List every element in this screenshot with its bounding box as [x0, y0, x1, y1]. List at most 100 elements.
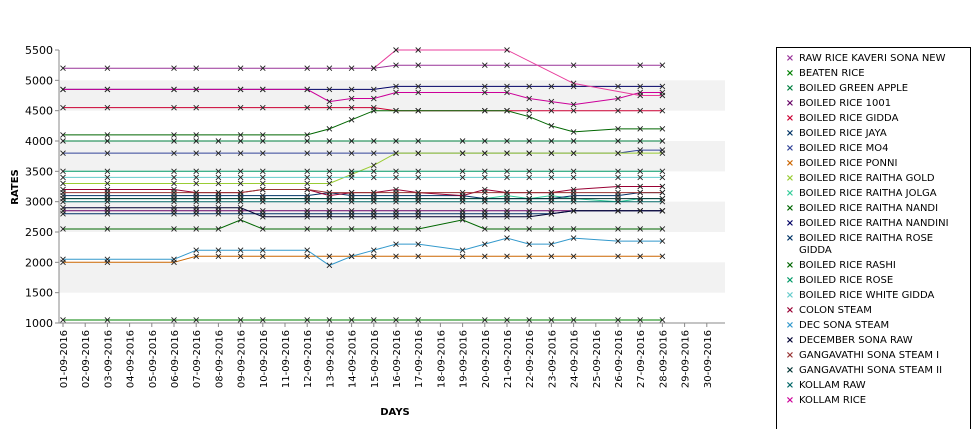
legend-marker-icon: ×	[785, 290, 795, 301]
data-point	[548, 174, 555, 181]
legend-item: × BOILED RICE GIDDA	[777, 112, 970, 127]
data-point	[259, 86, 266, 93]
data-point	[548, 189, 555, 196]
data-point	[370, 95, 377, 102]
x-tick-label: 26-09-2016	[614, 330, 625, 388]
data-point	[481, 138, 488, 144]
data-point	[237, 317, 244, 323]
data-point	[348, 168, 355, 175]
legend-marker-icon: ×	[785, 380, 795, 391]
data-point	[171, 317, 177, 323]
data-point	[304, 168, 311, 175]
data-point	[504, 253, 510, 260]
series-21	[60, 198, 666, 205]
x-tick-label: 08-09-2016	[214, 330, 225, 388]
data-point	[570, 80, 577, 87]
data-point	[237, 247, 244, 254]
data-point	[615, 150, 621, 156]
data-point	[415, 253, 422, 260]
legend-item: × BOILED RICE RAITHA ROSE GIDDA	[777, 232, 970, 259]
data-point	[348, 86, 355, 93]
data-point	[259, 198, 266, 205]
data-point	[481, 62, 488, 68]
data-point	[637, 198, 644, 205]
data-point	[304, 104, 311, 111]
series-8	[60, 150, 666, 187]
data-point	[348, 317, 355, 323]
data-point	[348, 116, 355, 123]
legend-label: COLON STEAM	[799, 305, 872, 316]
data-point	[171, 104, 177, 111]
data-point	[171, 198, 177, 205]
data-point	[415, 317, 422, 323]
series-line	[63, 237, 663, 266]
data-point	[548, 83, 555, 90]
legend-marker-icon: ×	[785, 173, 795, 184]
grid-band	[59, 80, 725, 111]
data-point	[326, 65, 333, 72]
data-point	[370, 86, 377, 93]
data-point	[193, 226, 200, 232]
data-point	[193, 253, 200, 260]
data-point	[548, 317, 555, 323]
data-point	[659, 317, 666, 323]
legend-label: KOLLAM RAW	[799, 380, 866, 391]
legend-item: × BOILED RICE JAYA	[777, 127, 970, 142]
legend-marker-icon: ×	[785, 203, 795, 214]
y-tick-label: 5500	[25, 44, 53, 57]
legend-marker-icon: ×	[785, 218, 795, 229]
x-tick-label: 23-09-2016	[547, 330, 558, 388]
data-point	[259, 317, 266, 323]
legend-item: × BOILED RICE MO4	[777, 142, 970, 157]
data-point	[481, 189, 488, 196]
x-tick-label: 03-09-2016	[103, 330, 114, 388]
data-point	[104, 104, 111, 111]
data-point	[60, 204, 66, 211]
data-point	[570, 101, 577, 108]
legend-label: BOILED RICE PONNI	[799, 158, 898, 169]
y-tick-label: 4500	[25, 105, 53, 118]
data-point	[104, 226, 111, 232]
x-tick-label: 04-09-2016	[126, 330, 137, 388]
data-point	[215, 174, 222, 181]
data-point	[304, 150, 311, 156]
data-point	[504, 317, 510, 323]
x-tick-label: 19-09-2016	[459, 330, 470, 388]
data-point	[171, 86, 177, 93]
data-point	[370, 198, 377, 205]
data-point	[570, 189, 577, 196]
data-point	[370, 138, 377, 144]
data-point	[526, 107, 533, 114]
data-point	[215, 180, 222, 187]
data-point	[259, 174, 266, 181]
data-point	[637, 83, 644, 90]
data-point	[481, 214, 488, 220]
data-point	[104, 198, 111, 205]
data-point	[659, 189, 666, 196]
data-point	[259, 247, 266, 254]
series-line	[63, 107, 663, 112]
data-point	[526, 95, 533, 102]
data-point	[481, 150, 488, 156]
data-point	[393, 107, 399, 114]
data-point	[304, 132, 311, 138]
data-point	[348, 65, 355, 72]
data-point	[459, 150, 466, 156]
data-point	[570, 129, 577, 135]
legend-marker-icon: ×	[785, 275, 795, 286]
data-point	[193, 189, 200, 196]
data-point	[259, 168, 266, 175]
data-point	[481, 83, 488, 90]
legend-item: × BEATEN RICE	[777, 67, 970, 82]
legend-marker-icon: ×	[785, 143, 795, 154]
data-point	[637, 174, 644, 181]
data-point	[481, 198, 488, 205]
data-point	[171, 189, 177, 196]
data-point	[60, 180, 66, 187]
data-point	[393, 189, 399, 196]
x-tick-label: 27-09-2016	[636, 330, 647, 388]
x-tick-label: 09-09-2016	[237, 330, 248, 388]
series-23	[370, 47, 666, 99]
data-point	[104, 189, 111, 196]
data-point	[304, 86, 311, 93]
